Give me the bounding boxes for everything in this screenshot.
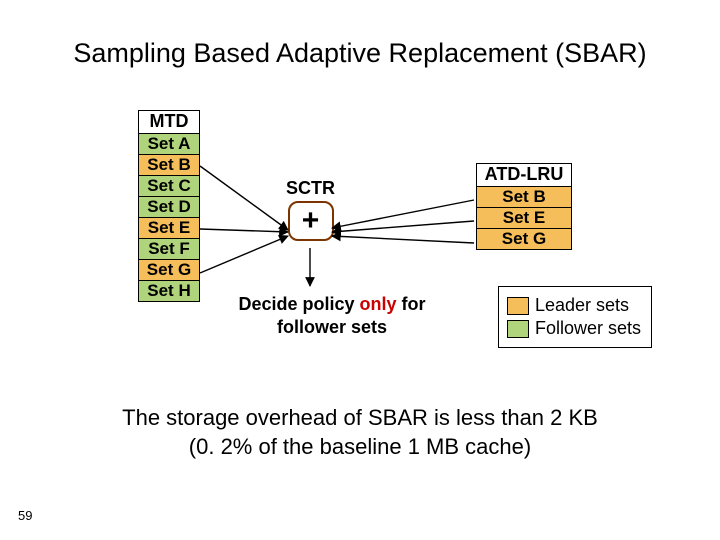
atd-header: ATD-LRU [477, 164, 571, 186]
legend-swatch [507, 320, 529, 338]
mtd-row: Set C [139, 175, 199, 196]
legend-label: Follower sets [535, 318, 641, 339]
decision-only: only [360, 294, 397, 314]
footer-line1: The storage overhead of SBAR is less tha… [122, 405, 598, 430]
plus-icon: + [302, 206, 320, 236]
atd-row: Set G [477, 228, 571, 249]
legend-label: Leader sets [535, 295, 629, 316]
sctr-plus-box: + [288, 201, 334, 241]
sctr-counter: SCTR + [286, 178, 335, 241]
atd-row: Set E [477, 207, 571, 228]
mtd-row: Set E [139, 217, 199, 238]
sctr-label: SCTR [286, 178, 335, 199]
decision-mid: for [397, 294, 426, 314]
mtd-table: MTD Set ASet BSet CSet DSet ESet FSet GS… [138, 110, 200, 302]
decision-prefix: Decide policy [238, 294, 359, 314]
atd-lru-table: ATD-LRU Set BSet ESet G [476, 163, 572, 250]
mtd-row: Set A [139, 133, 199, 154]
legend: Leader setsFollower sets [498, 286, 652, 348]
legend-row: Leader sets [507, 295, 641, 316]
decision-line2: follower sets [277, 317, 387, 337]
slide-title: Sampling Based Adaptive Replacement (SBA… [0, 38, 720, 69]
mtd-row: Set F [139, 238, 199, 259]
decision-text: Decide policy only for follower sets [212, 293, 452, 338]
footer-text: The storage overhead of SBAR is less tha… [0, 404, 720, 461]
mtd-row: Set G [139, 259, 199, 280]
legend-swatch [507, 297, 529, 315]
atd-row: Set B [477, 186, 571, 207]
page-number: 59 [18, 508, 32, 523]
legend-row: Follower sets [507, 318, 641, 339]
mtd-row: Set D [139, 196, 199, 217]
footer-line2: (0. 2% of the baseline 1 MB cache) [189, 434, 531, 459]
mtd-header: MTD [139, 111, 199, 133]
mtd-row: Set H [139, 280, 199, 301]
mtd-row: Set B [139, 154, 199, 175]
